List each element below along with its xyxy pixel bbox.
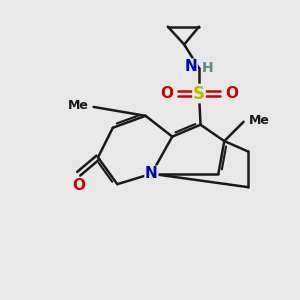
Text: Me: Me [249,114,269,127]
Text: O: O [160,86,173,101]
Text: O: O [72,178,85,193]
Text: Me: Me [68,99,88,112]
Text: O: O [225,86,238,101]
Text: H: H [202,61,214,75]
Text: S: S [193,85,205,103]
Text: N: N [184,59,197,74]
Text: N: N [145,166,158,181]
